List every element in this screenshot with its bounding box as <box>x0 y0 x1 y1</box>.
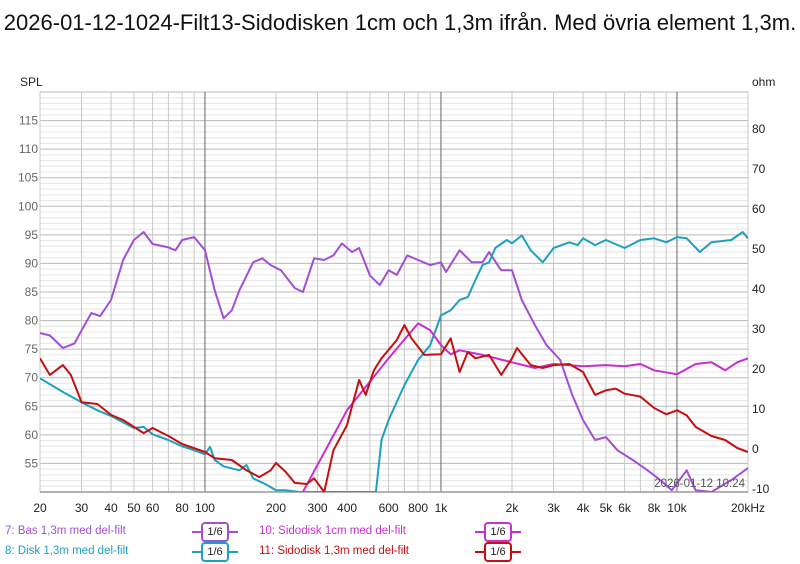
y-tick-label: 90 <box>25 256 39 270</box>
legend-smoothing-button[interactable]: 1/6 <box>192 542 238 562</box>
smoothing-value: 1/6 <box>201 542 229 562</box>
x-tick-label: 60 <box>146 501 160 515</box>
legend-label: 7: Bas 1,3m med del-filt <box>5 525 126 537</box>
y-tick-label: 105 <box>18 171 38 185</box>
y2-axis-label: ohm <box>752 75 775 89</box>
y-tick-label: 100 <box>18 199 38 213</box>
legend-smoothing-button[interactable]: 1/6 <box>192 522 238 542</box>
y2-tick-label: 40 <box>752 282 766 296</box>
y-tick-label: 110 <box>19 142 38 156</box>
x-tick-label: 10k <box>667 501 687 515</box>
x-tick-label: 200 <box>266 501 286 515</box>
x-tick-label: 3k <box>547 501 561 515</box>
x-tick-label: 8k <box>648 501 662 515</box>
x-tick-label: 1k <box>435 501 449 515</box>
legend-label: 11: Sidodisk 1,3m med del-filt <box>259 545 409 557</box>
legend-smoothing-button[interactable]: 1/6 <box>475 542 521 562</box>
x-tick-label: 100 <box>195 501 215 515</box>
y-tick-label: 75 <box>25 342 39 356</box>
y2-tick-label: -10 <box>752 482 770 496</box>
legend-smoothing-button[interactable]: 1/6 <box>475 522 521 542</box>
series-line-2 <box>40 231 748 492</box>
y2-tick-label: 80 <box>752 122 766 136</box>
legend-label: 10: Sidodisk 1cm med del-filt <box>259 525 407 537</box>
legend-label: 8: Disk 1,3m med del-filt <box>5 545 129 557</box>
x-tick-label: 300 <box>308 501 328 515</box>
y2-tick-label: 0 <box>752 442 759 456</box>
series-line-1 <box>40 231 748 492</box>
y-tick-label: 80 <box>25 314 39 328</box>
y2-tick-label: 60 <box>752 202 766 216</box>
smoothing-value: 1/6 <box>484 542 512 562</box>
x-tick-label: 6k <box>618 501 632 515</box>
x-tick-label: 600 <box>379 501 399 515</box>
y-tick-label: 115 <box>19 114 38 128</box>
x-tick-label: 400 <box>337 501 357 515</box>
x-tick-label: 30 <box>75 501 89 515</box>
x-tick-label: 80 <box>175 501 189 515</box>
y-tick-label: 65 <box>25 399 39 413</box>
series-line-4 <box>40 324 748 492</box>
smoothing-value: 1/6 <box>201 522 229 542</box>
x-tick-label: 40 <box>104 501 118 515</box>
y-axis-label: SPL <box>20 75 43 89</box>
x-tick-label: 2k <box>506 501 520 515</box>
x-tick-label: 4k <box>577 501 591 515</box>
y-tick-label: 55 <box>25 456 39 470</box>
x-tick-label: 50 <box>127 501 141 515</box>
y2-tick-label: 50 <box>752 242 766 256</box>
y-tick-label: 60 <box>25 428 39 442</box>
y-tick-label: 85 <box>25 285 39 299</box>
x-tick-label: 5k <box>600 501 614 515</box>
x-tick-label: 800 <box>408 501 428 515</box>
smoothing-value: 1/6 <box>484 522 512 542</box>
y-tick-label: 70 <box>25 371 39 385</box>
timestamp: 2026-01-12 10:24 <box>654 478 745 490</box>
series-line-3 <box>302 322 748 492</box>
y2-tick-label: 20 <box>752 362 766 376</box>
y-tick-label: 95 <box>25 228 39 242</box>
y2-tick-label: 10 <box>752 402 766 416</box>
chart-title: 2026-01-12-1024-Filt13-Sidodisken 1cm oc… <box>3 10 797 35</box>
y2-tick-label: 70 <box>752 162 766 176</box>
x-tick-label: 20 <box>33 501 47 515</box>
y2-tick-label: 30 <box>752 322 766 336</box>
x-tick-label: 20kHz <box>731 501 765 515</box>
